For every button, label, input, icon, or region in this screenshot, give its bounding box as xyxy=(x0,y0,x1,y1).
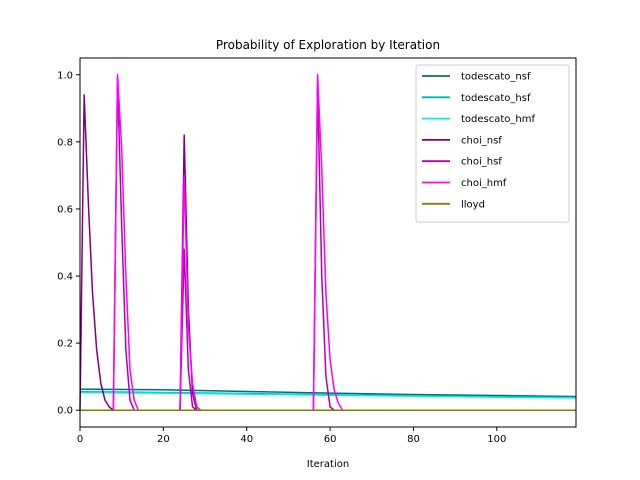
y-tick-label: 1.0 xyxy=(57,70,73,81)
plot-lines xyxy=(79,74,577,411)
x-axis: 0 20 40 60 80 100 xyxy=(77,427,506,445)
y-tick-label: 0.4 xyxy=(57,272,73,283)
legend-label-todescato_hsf: todescato_hsf xyxy=(461,93,531,104)
x-tick-label: 20 xyxy=(157,434,170,445)
legend-label-choi_hmf: choi_hmf xyxy=(461,178,507,189)
plot-frame xyxy=(79,57,577,428)
series-line-todescato_hmf xyxy=(79,391,577,399)
chart-title: Probability of Exploration by Iteration xyxy=(216,38,440,52)
legend-label-lloyd: lloyd xyxy=(461,199,485,210)
x-tick-label: 60 xyxy=(324,434,337,445)
legend-box xyxy=(415,64,570,223)
legend: todescato_nsf todescato_hsf todescato_hmfc… xyxy=(415,64,570,223)
y-axis: 0.0 0.2 0.4 0.6 0.8 1.0 xyxy=(57,70,80,417)
y-tick-label: 0.8 xyxy=(57,137,73,148)
legend-label-todescato_hmf: todescato_hmf xyxy=(461,114,535,125)
series-line-todescato_nsf xyxy=(79,388,577,398)
x-axis-label: Iteration xyxy=(307,459,349,470)
series-line-choi_hmf xyxy=(80,74,576,411)
x-tick-label: 40 xyxy=(240,434,253,445)
y-tick-label: 0.0 xyxy=(57,406,73,417)
legend-label-choi_nsf: choi_nsf xyxy=(461,135,502,146)
x-tick-label: 80 xyxy=(407,434,420,445)
x-tick-label: 100 xyxy=(487,434,506,445)
series-line-choi_hsf xyxy=(80,77,576,411)
y-tick-label: 0.6 xyxy=(57,204,73,215)
legend-label-todescato_nsf: todescato_nsf xyxy=(461,72,531,83)
legend-label-choi_hsf: choi_hsf xyxy=(461,157,502,168)
x-tick-label: 0 xyxy=(77,434,83,445)
y-tick-label: 0.2 xyxy=(57,339,73,350)
